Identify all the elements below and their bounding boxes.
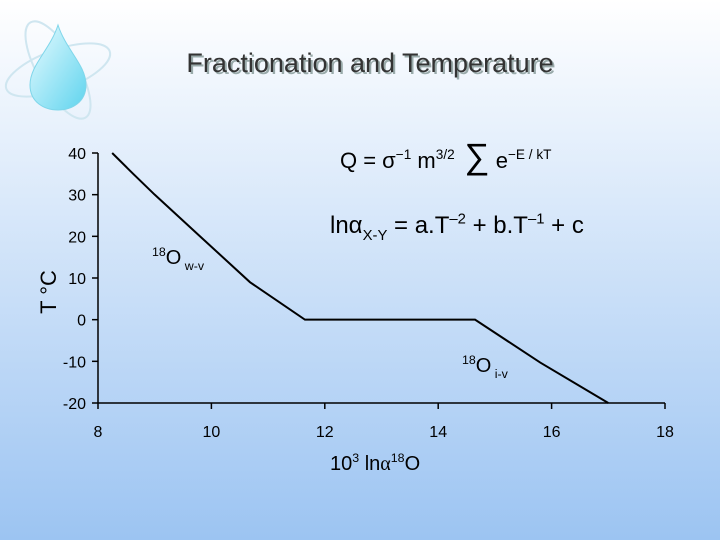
y-tick-label: 30: [68, 188, 86, 205]
text-part: ln: [359, 453, 380, 475]
logo: [4, 20, 112, 120]
x-tick-label: 10: [203, 424, 221, 441]
x-tick-label: 8: [94, 424, 103, 441]
text-part: –2: [449, 211, 466, 227]
text-part: X-Y: [363, 228, 388, 244]
data-line: [111, 152, 609, 404]
x-axis-label: 103 lnα18O: [330, 451, 420, 475]
y-tick-label: -20: [63, 396, 86, 413]
annotation: 18O i-v: [462, 353, 509, 381]
text-part: + b.T: [466, 212, 528, 239]
text-part: −1: [396, 147, 412, 162]
text-part: α: [380, 453, 391, 475]
y-tick-label: 10: [68, 271, 86, 288]
text-part: e: [490, 148, 508, 173]
text-part: O: [476, 355, 492, 377]
y-tick-label: 20: [68, 229, 86, 246]
chart-title: Fractionation and Temperature: [186, 48, 553, 78]
text-part: lnα: [330, 212, 363, 239]
text-part: + c: [545, 212, 584, 239]
text-part: 3/2: [436, 147, 455, 162]
text-part: Q = σ: [340, 148, 396, 173]
text-part: –1: [528, 211, 545, 227]
annotation: 18O w-v: [152, 245, 205, 273]
text-part: −E / kT: [508, 147, 552, 162]
x-tick-label: 14: [429, 424, 447, 441]
text-part: m: [411, 148, 435, 173]
title-shadow: Fractionation and Temperature: [188, 50, 555, 80]
text-part: 18: [391, 451, 405, 465]
text-part: = a.T: [387, 212, 449, 239]
equation: Q = σ−1 m3/2 ∑ e−E / kT: [340, 137, 552, 176]
text-part: w-v: [181, 259, 205, 273]
text-part: 3: [352, 451, 359, 465]
text-part: O: [166, 247, 182, 269]
text-part: 10: [330, 453, 352, 475]
x-tick-label: 18: [656, 424, 674, 441]
text-part: 18: [462, 353, 476, 367]
y-tick-label: 0: [77, 313, 86, 330]
y-tick-label: 40: [68, 146, 86, 163]
text-part: i-v: [491, 367, 508, 381]
y-axis-label: T °C: [36, 270, 61, 314]
text-part: 18: [152, 245, 166, 259]
equation: lnαX-Y = a.T–2 + b.T–1 + c: [330, 211, 584, 244]
y-tick-label: -10: [63, 354, 86, 371]
x-tick-label: 12: [316, 424, 334, 441]
text-part: O: [405, 453, 421, 475]
x-tick-label: 16: [543, 424, 561, 441]
text-part: ∑: [455, 137, 490, 176]
